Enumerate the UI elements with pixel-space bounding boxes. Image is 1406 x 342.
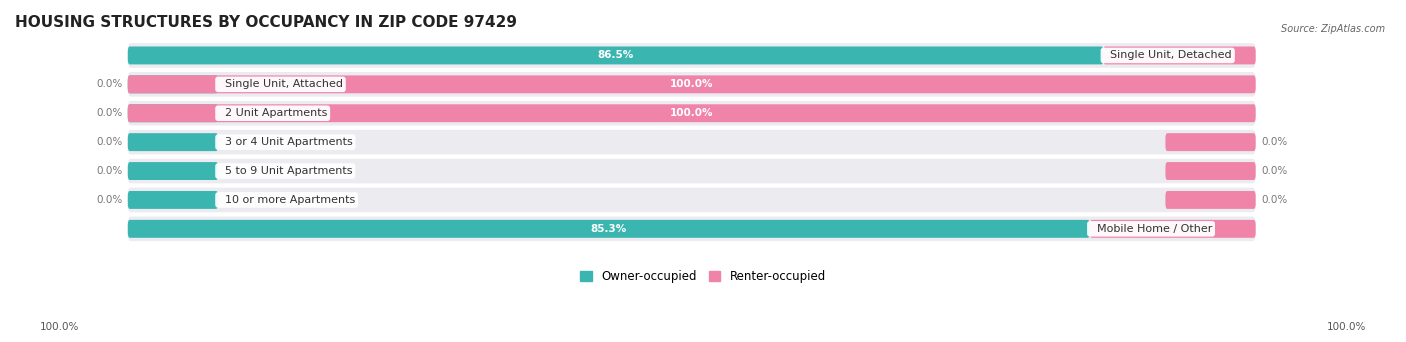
FancyBboxPatch shape: [128, 188, 1256, 212]
Text: 10 or more Apartments: 10 or more Apartments: [218, 195, 356, 205]
FancyBboxPatch shape: [128, 43, 1256, 68]
Text: 0.0%: 0.0%: [96, 79, 122, 89]
FancyBboxPatch shape: [128, 216, 1256, 241]
Text: 86.5%: 86.5%: [598, 51, 634, 61]
FancyBboxPatch shape: [1090, 220, 1256, 238]
FancyBboxPatch shape: [128, 159, 1256, 183]
Text: 14.7%: 14.7%: [1156, 224, 1189, 234]
Text: 100.0%: 100.0%: [1327, 322, 1367, 332]
Text: 0.0%: 0.0%: [96, 166, 122, 176]
FancyBboxPatch shape: [1166, 133, 1256, 151]
Text: Single Unit, Detached: Single Unit, Detached: [1104, 51, 1232, 61]
Text: Single Unit, Attached: Single Unit, Attached: [218, 79, 343, 89]
FancyBboxPatch shape: [128, 191, 218, 209]
FancyBboxPatch shape: [1104, 47, 1256, 64]
Text: 0.0%: 0.0%: [96, 137, 122, 147]
Text: 5 to 9 Unit Apartments: 5 to 9 Unit Apartments: [218, 166, 353, 176]
FancyBboxPatch shape: [128, 104, 1256, 122]
Text: HOUSING STRUCTURES BY OCCUPANCY IN ZIP CODE 97429: HOUSING STRUCTURES BY OCCUPANCY IN ZIP C…: [15, 15, 517, 30]
FancyBboxPatch shape: [128, 130, 1256, 155]
Text: Mobile Home / Other: Mobile Home / Other: [1090, 224, 1212, 234]
FancyBboxPatch shape: [128, 72, 1256, 97]
FancyBboxPatch shape: [128, 133, 218, 151]
FancyBboxPatch shape: [128, 75, 1256, 93]
Text: 3 or 4 Unit Apartments: 3 or 4 Unit Apartments: [218, 137, 353, 147]
FancyBboxPatch shape: [1166, 191, 1256, 209]
Text: 0.0%: 0.0%: [96, 108, 122, 118]
Legend: Owner-occupied, Renter-occupied: Owner-occupied, Renter-occupied: [575, 265, 831, 288]
Text: 2 Unit Apartments: 2 Unit Apartments: [218, 108, 328, 118]
Text: 0.0%: 0.0%: [1261, 166, 1288, 176]
Text: Source: ZipAtlas.com: Source: ZipAtlas.com: [1281, 24, 1385, 34]
FancyBboxPatch shape: [128, 220, 1090, 238]
Text: 13.5%: 13.5%: [1163, 51, 1197, 61]
FancyBboxPatch shape: [128, 162, 218, 180]
FancyBboxPatch shape: [1166, 162, 1256, 180]
FancyBboxPatch shape: [128, 101, 1256, 126]
Text: 0.0%: 0.0%: [96, 195, 122, 205]
Text: 100.0%: 100.0%: [671, 79, 713, 89]
Text: 85.3%: 85.3%: [591, 224, 627, 234]
Text: 100.0%: 100.0%: [39, 322, 79, 332]
FancyBboxPatch shape: [128, 47, 1104, 64]
FancyBboxPatch shape: [128, 104, 218, 122]
FancyBboxPatch shape: [128, 75, 218, 93]
Text: 0.0%: 0.0%: [1261, 137, 1288, 147]
Text: 100.0%: 100.0%: [671, 108, 713, 118]
Text: 0.0%: 0.0%: [1261, 195, 1288, 205]
